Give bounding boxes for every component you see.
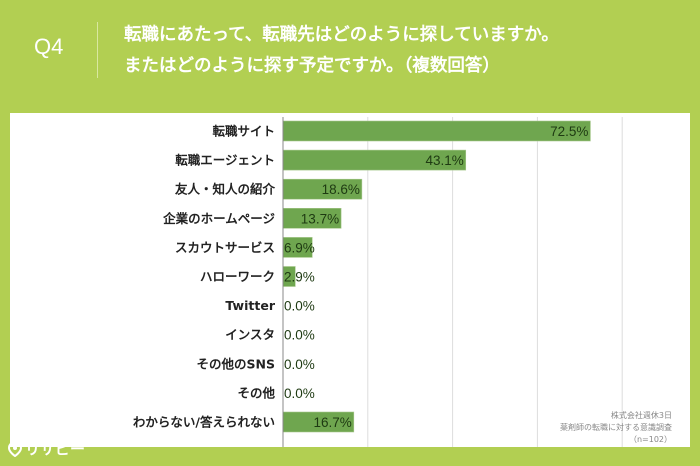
value-label: 18.6% <box>322 182 360 197</box>
value-label: 0.0% <box>284 299 315 314</box>
category-label: 企業のホームページ <box>162 211 275 226</box>
bar <box>282 120 591 142</box>
value-label: 6.9% <box>284 240 315 255</box>
page-title: 転職にあたって、転職先はどのように探していますか。 またはどのように探す予定です… <box>124 20 559 82</box>
source-survey: 薬剤師の転職に対する意識調査 <box>560 423 672 432</box>
category-label: その他のSNS <box>197 356 275 371</box>
header-divider <box>97 22 98 78</box>
value-label: 72.5% <box>550 124 588 139</box>
category-label: ハローワーク <box>200 269 275 284</box>
category-label: 友人・知人の紹介 <box>174 182 276 197</box>
value-label: 13.7% <box>301 211 339 226</box>
category-label: その他 <box>237 385 275 400</box>
bar-chart: 転職サイト 72.5% 転職エージェント 43.1% 友人・知人の紹介 18.6% 企業のホ… <box>133 117 623 447</box>
map-pin-icon <box>8 440 22 457</box>
category-label: スカウトサービス <box>175 240 275 255</box>
source-note: 株式会社週休3日 薬剤師の転職に対する意識調査 （n=102） <box>560 410 672 446</box>
question-number: Q4 <box>34 34 64 59</box>
source-company: 株式会社週休3日 <box>610 411 672 420</box>
category-label: 転職サイト <box>212 124 275 139</box>
category-label: インスタ <box>225 327 275 342</box>
category-label: わからない/答えられない <box>133 415 275 430</box>
logo: リサピー <box>8 438 85 459</box>
title-line-2: またはどのように探す予定ですか。（複数回答） <box>124 56 500 76</box>
category-label: 転職エージェント <box>175 153 275 168</box>
chart-panel: 転職サイト 72.5% 転職エージェント 43.1% 友人・知人の紹介 18.6% 企業のホ… <box>10 113 690 447</box>
title-line-1: 転職にあたって、転職先はどのように探していますか。 <box>124 25 559 45</box>
value-label: 0.0% <box>284 357 315 372</box>
category-label: Twitter <box>225 298 275 313</box>
value-label: 16.7% <box>314 415 352 430</box>
value-label: 0.0% <box>284 386 315 401</box>
value-label: 0.0% <box>284 328 315 343</box>
source-sample-size: （n=102） <box>628 435 672 444</box>
value-label: 43.1% <box>425 153 463 168</box>
logo-text: リサピー <box>25 440 86 458</box>
value-label: 2.9% <box>284 270 315 285</box>
